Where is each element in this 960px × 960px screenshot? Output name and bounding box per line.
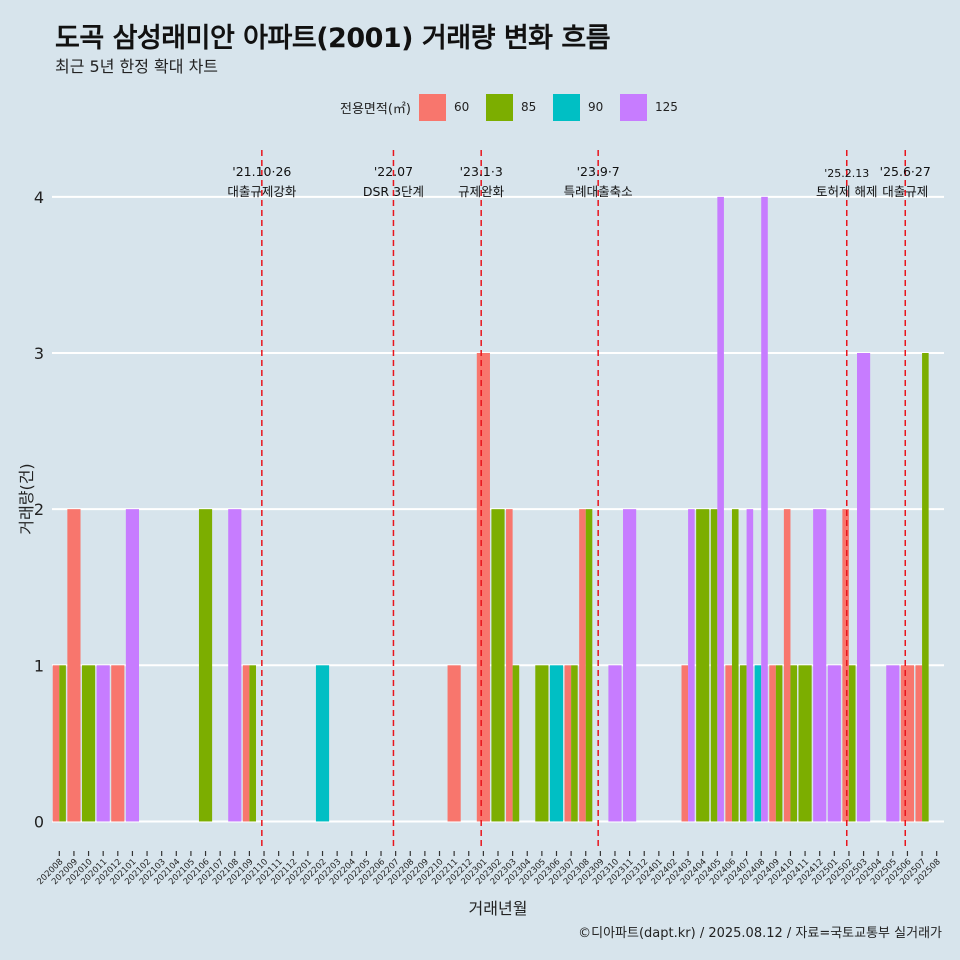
event-date: '23.1·3 (460, 164, 503, 179)
y-axis-title: 거래량(건) (17, 463, 36, 534)
bar-125-202311 (623, 509, 637, 822)
source-caption: ©디아파트(dapt.kr) / 2025.08.12 / 자료=국토교통부 실… (578, 926, 942, 941)
bar-85-202406 (731, 509, 739, 822)
legend-title: 전용면적(㎡) (340, 101, 411, 117)
y-tick-label: 4 (34, 188, 44, 207)
bar-60-202506 (900, 665, 915, 822)
event-date: '25.2.13 (824, 167, 869, 180)
event-date: '25.6·27 (880, 164, 931, 179)
bar-90-202202 (315, 665, 330, 822)
bar-90-202408 (754, 665, 762, 822)
bar-90-202306 (549, 665, 564, 822)
bar-125-202405 (717, 196, 724, 822)
legend-label-60: 60 (453, 100, 470, 114)
bar-125-202011 (96, 665, 110, 822)
bar-85-202008 (59, 665, 66, 822)
bar-125-202412 (813, 509, 827, 822)
event-label: 대출규제 (882, 184, 928, 199)
bar-85-202407 (740, 665, 747, 822)
bar-125-202407 (746, 509, 754, 822)
bar-85-202404 (696, 509, 710, 822)
bar-85-202010 (81, 665, 96, 822)
bar-125-202408 (761, 196, 768, 822)
bar-85-202411 (798, 665, 812, 822)
bar-85-202308 (585, 509, 593, 822)
bar-60-202410 (783, 509, 791, 822)
bar-60-202307 (564, 665, 572, 822)
bar-60-202012 (111, 665, 125, 822)
bar-60-202502 (842, 509, 849, 822)
legend-label-85: 85 (520, 100, 537, 114)
bar-125-202101 (125, 509, 140, 822)
y-tick-label: 1 (34, 656, 44, 675)
legend-swatch-125 (619, 93, 647, 121)
bar-85-202405 (710, 509, 718, 822)
bar-60-202403 (681, 665, 689, 822)
legend-item-85: 85 (485, 93, 549, 121)
bar-85-202305 (535, 665, 549, 822)
bar-60-202406 (725, 665, 732, 822)
bar-125-202505 (886, 665, 900, 822)
bar-60-202507 (915, 665, 923, 822)
legend-label-90: 90 (587, 100, 604, 114)
chart-subtitle: 최근 5년 한정 확대 차트 (55, 57, 219, 76)
bar-85-202410 (790, 665, 798, 822)
bar-85-202409 (775, 665, 783, 822)
bar-125-202503 (856, 352, 871, 822)
event-date: '21.10·26 (232, 164, 291, 179)
bar-125-202403 (688, 509, 695, 822)
event-date: '22.07 (374, 164, 413, 179)
event-label: 특례대출축소 (564, 184, 633, 199)
bar-60-202211 (447, 665, 461, 822)
bar-125-202108 (228, 509, 242, 822)
x-axis-title: 거래년월 (469, 899, 528, 918)
event-label: DSR 3단계 (363, 184, 424, 199)
bar-85-202302 (491, 509, 505, 822)
bar-60-202109 (242, 665, 250, 822)
event-label: 토허제 해제 (816, 184, 877, 199)
bar-125-202310 (608, 665, 622, 822)
legend-item-60: 60 (418, 93, 482, 121)
bar-60-202409 (769, 665, 776, 822)
legend-label-125: 125 (654, 100, 678, 114)
bar-60-202301 (476, 352, 490, 822)
event-date: '23.9·7 (577, 164, 620, 179)
event-label: 대출규제강화 (227, 184, 297, 199)
legend-swatch-85 (485, 93, 513, 121)
legend-item-90: 90 (552, 93, 616, 121)
chart-title: 도곡 삼성래미안 아파트(2001) 거래량 변화 흐름 (55, 23, 611, 54)
bar-125-202501 (827, 665, 841, 822)
bar-85-202109 (249, 665, 256, 822)
bar-85-202106 (198, 509, 213, 822)
bar-60-202303 (506, 509, 513, 822)
bar-60-202009 (67, 509, 81, 822)
bar-85-202507 (922, 352, 929, 822)
y-tick-label: 3 (34, 344, 44, 363)
bar-85-202303 (512, 665, 520, 822)
bar-85-202307 (571, 665, 578, 822)
y-tick-label: 0 (34, 812, 44, 831)
y-tick-label: 2 (34, 500, 44, 519)
legend-swatch-90 (552, 93, 580, 121)
bar-85-202502 (848, 665, 856, 822)
bar-60-202008 (52, 665, 60, 822)
legend-item-125: 125 (619, 93, 683, 121)
bar-60-202308 (579, 509, 586, 822)
legend-swatch-60 (418, 93, 446, 121)
event-label: 규제완화 (458, 184, 505, 199)
legend: 전용면적(㎡) 60 85 90 125 (340, 92, 687, 122)
